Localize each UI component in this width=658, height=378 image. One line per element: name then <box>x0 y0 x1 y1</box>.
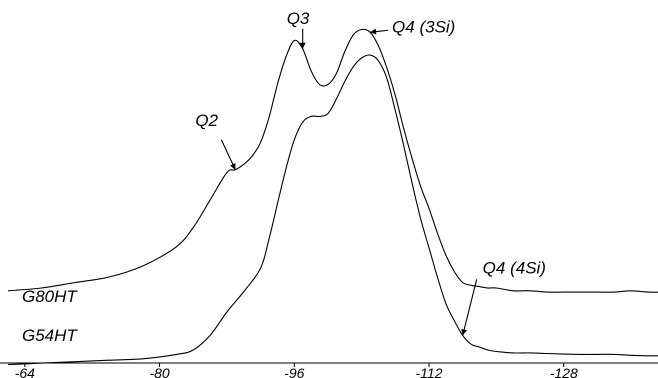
annotation-arrowhead <box>299 42 306 49</box>
series-label: G80HT <box>22 287 78 306</box>
x-tick-label: -80 <box>149 365 169 378</box>
annotation-label: Q4 (4Si) <box>483 258 546 277</box>
x-tick-label: -112 <box>416 365 443 378</box>
series-label: G54HT <box>22 326 78 345</box>
x-axis: -64 -80 -96 -112 -128 <box>0 362 658 378</box>
x-tick-label: -96 <box>284 365 304 378</box>
x-tick-label: -128 <box>550 365 578 378</box>
annotation-arrowhead <box>461 328 467 336</box>
annotation-arrowhead <box>230 163 236 170</box>
series-labels: G80HT G54HT <box>22 287 78 345</box>
curve-g80ht <box>7 28 658 293</box>
annotation-arrowhead <box>370 28 377 35</box>
x-tick-label: -64 <box>15 365 35 378</box>
annotation-label: Q4 (3Si) <box>392 17 455 36</box>
annotations: Q2 Q3 Q4 (3Si) Q4 (4Si) <box>195 9 546 336</box>
annotation-label: Q2 <box>195 111 218 130</box>
annotation-label: Q3 <box>287 9 310 28</box>
curve-g54ht <box>7 54 658 366</box>
annotation-arrow <box>462 279 478 336</box>
